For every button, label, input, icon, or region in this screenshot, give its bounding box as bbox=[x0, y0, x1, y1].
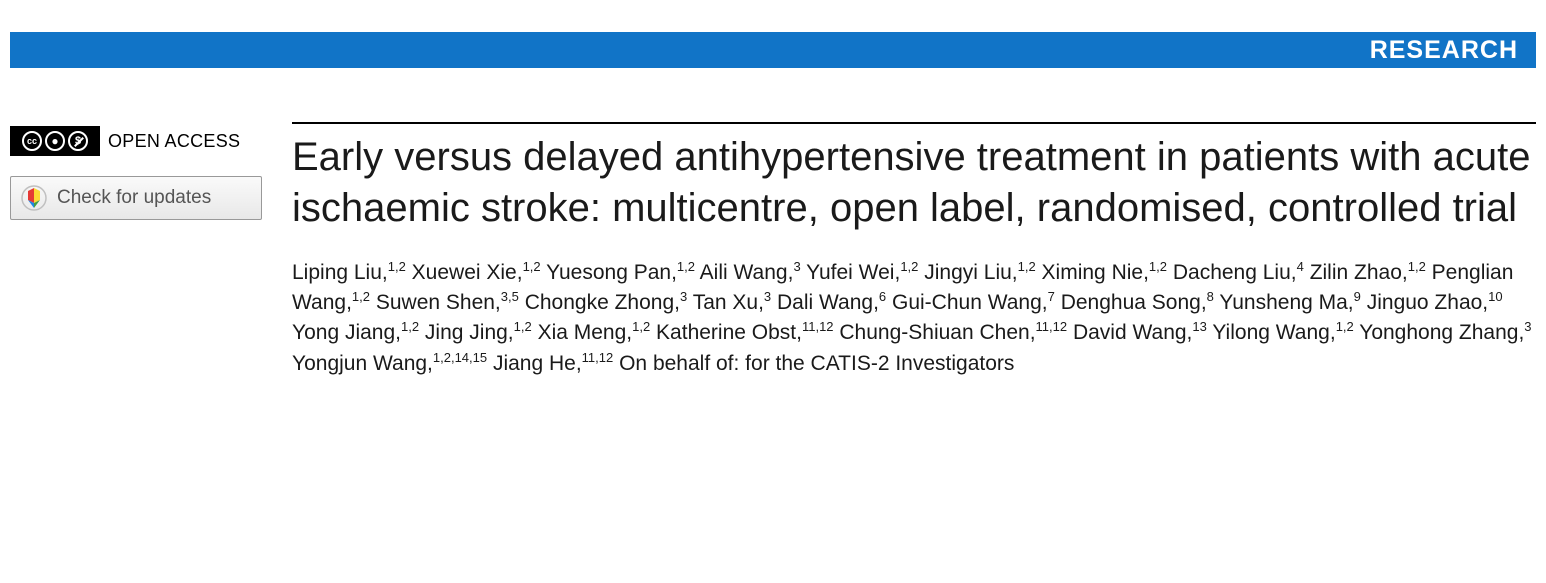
section-banner: RESEARCH bbox=[10, 32, 1536, 68]
sidebar: cc ● $ OPEN ACCESS Check for updates bbox=[10, 122, 292, 379]
author-list: Liping Liu,1,2 Xuewei Xie,1,2 Yuesong Pa… bbox=[292, 258, 1536, 380]
article-title: Early versus delayed antihypertensive tr… bbox=[292, 132, 1536, 234]
cc-license-icon: cc ● $ bbox=[10, 126, 100, 156]
open-access-row: cc ● $ OPEN ACCESS bbox=[10, 126, 278, 156]
check-updates-label: Check for updates bbox=[57, 187, 211, 209]
article-header: Early versus delayed antihypertensive tr… bbox=[292, 122, 1536, 379]
content-row: cc ● $ OPEN ACCESS Check for updates Ear… bbox=[0, 122, 1546, 379]
check-updates-button[interactable]: Check for updates bbox=[10, 176, 262, 220]
open-access-label: OPEN ACCESS bbox=[108, 131, 240, 152]
crossmark-icon bbox=[21, 185, 47, 211]
banner-label: RESEARCH bbox=[1370, 36, 1518, 65]
